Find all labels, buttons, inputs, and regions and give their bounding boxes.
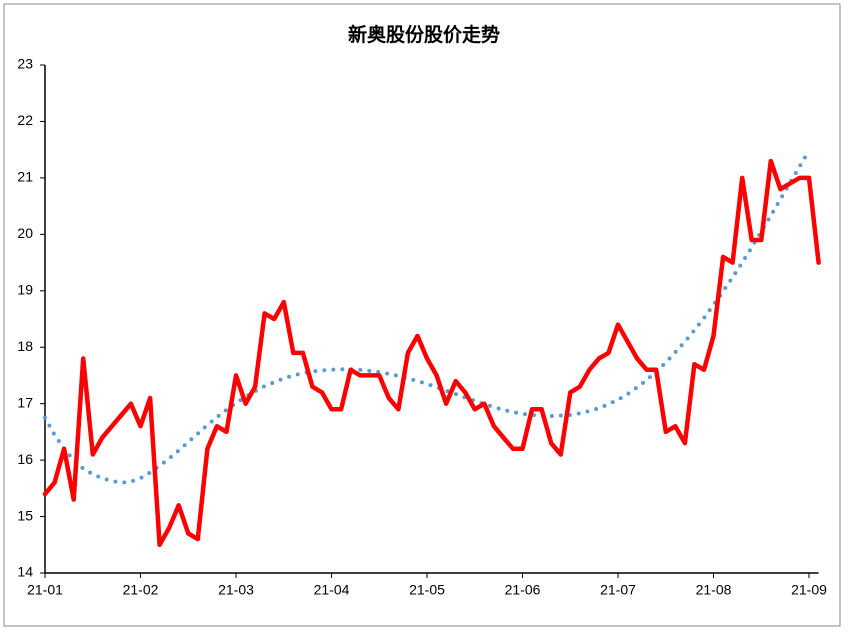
x-tick-label: 21-03 — [218, 582, 254, 598]
chart-title: 新奥股份股价走势 — [348, 23, 500, 46]
x-tick-label: 21-02 — [123, 582, 159, 598]
y-tick-label: 23 — [17, 56, 33, 72]
y-tick-label: 15 — [17, 507, 33, 523]
x-tick-label: 21-01 — [27, 582, 63, 598]
y-tick-label: 22 — [17, 112, 33, 128]
x-tick-label: 21-05 — [409, 582, 445, 598]
y-tick-label: 16 — [17, 451, 33, 467]
price-line — [42, 158, 821, 548]
x-tick-label: 21-07 — [600, 582, 636, 598]
x-tick-label: 21-08 — [696, 582, 732, 598]
y-tick-label: 18 — [17, 338, 33, 354]
y-tick-label: 21 — [17, 169, 33, 185]
y-tick-label: 20 — [17, 225, 33, 241]
x-tick-label: 21-06 — [505, 582, 541, 598]
chart-frame — [3, 3, 841, 627]
x-tick-label: 21-04 — [314, 582, 350, 598]
y-tick-label: 17 — [17, 394, 33, 410]
x-tick-label: 21-09 — [791, 582, 827, 598]
y-tick-label: 14 — [17, 564, 33, 580]
y-tick-label: 19 — [17, 281, 33, 297]
trend-line — [43, 148, 811, 485]
